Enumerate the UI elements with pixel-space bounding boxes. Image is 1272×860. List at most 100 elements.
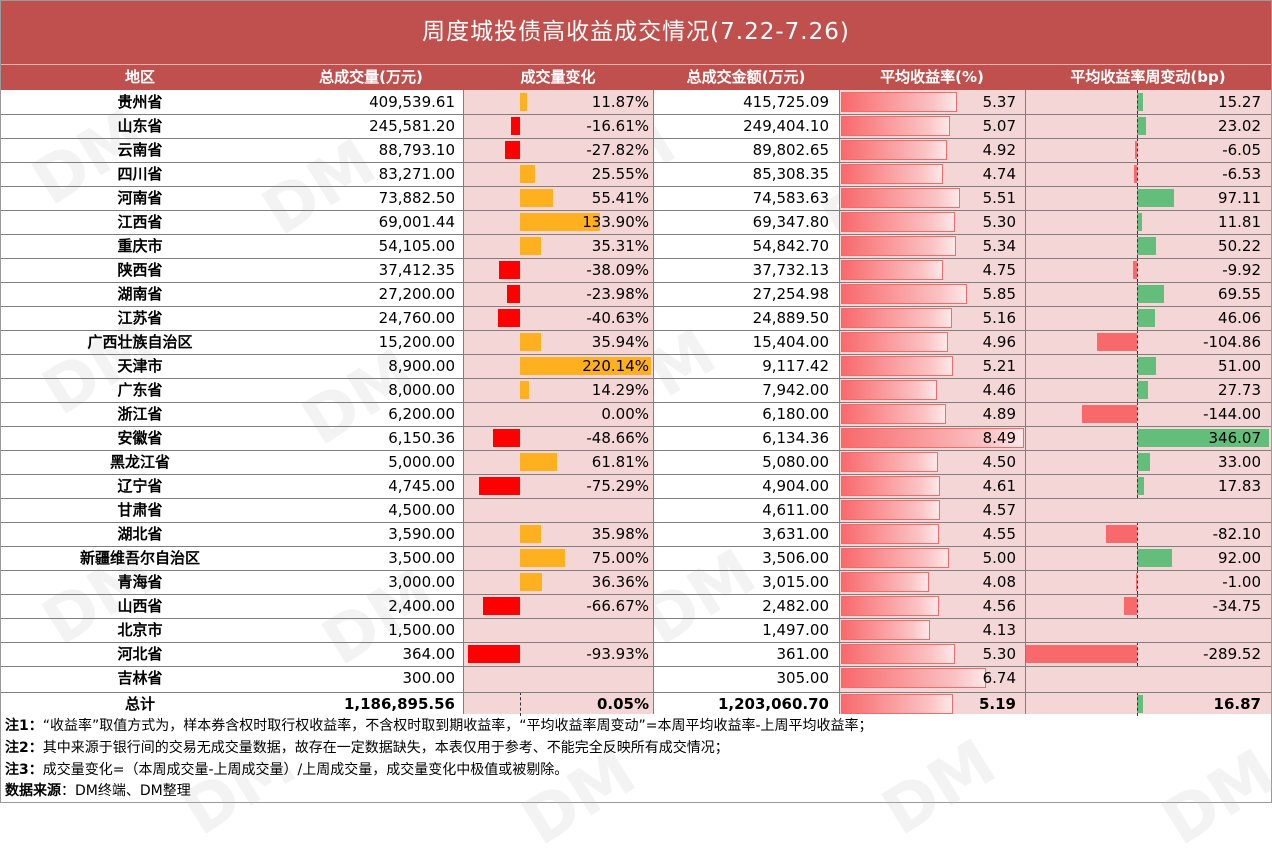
- avg-yield-label: 5.21: [839, 354, 1016, 378]
- yield-weekly-change-label: [1026, 666, 1261, 690]
- amount-cell: 74,583.63: [653, 186, 829, 210]
- notes-section: 注1：“收益率”取值方式为，样本券含权时取行权收益率，不含权时取到期收益率，“平…: [1, 715, 1271, 802]
- amount-cell: 415,725.09: [653, 90, 829, 114]
- note-2-label: 注2：: [5, 740, 43, 756]
- column-divider: [653, 90, 654, 714]
- yield-weekly-change-label: 15.27: [1026, 90, 1261, 114]
- yield-weekly-change-label: 50.22: [1026, 234, 1261, 258]
- row-divider: [1, 234, 1271, 235]
- table-figure: DMDMDMDMDMDMDMDMDMDMDMDMDMDMDMDMDMDMDM 周…: [0, 0, 1272, 803]
- volume-cell: 409,539.61: [279, 90, 455, 114]
- region-cell: 云南省: [1, 138, 279, 162]
- volume-cell: 3,590.00: [279, 522, 455, 546]
- avg-yield-label: 4.08: [839, 570, 1016, 594]
- volume-cell: 3,000.00: [279, 570, 455, 594]
- header-volume: 总成交量(万元): [279, 65, 463, 90]
- region-cell: 江苏省: [1, 306, 279, 330]
- avg-yield-label: 5.00: [839, 546, 1016, 570]
- volume-change-label: [464, 666, 649, 690]
- avg-yield-label: 5.34: [839, 234, 1016, 258]
- amount-cell: 27,254.98: [653, 282, 829, 306]
- yield-weekly-change-label: 23.02: [1026, 114, 1261, 138]
- avg-yield-label: 4.13: [839, 618, 1016, 642]
- row-divider: [1, 306, 1271, 307]
- volume-change-label: -16.61%: [464, 114, 649, 138]
- amount-cell: 3,015.00: [653, 570, 829, 594]
- yield-weekly-change-label: -6.53: [1026, 162, 1261, 186]
- avg-yield-label: 4.89: [839, 402, 1016, 426]
- amount-cell: 2,482.00: [653, 594, 829, 618]
- volume-cell: 1,186,895.56: [279, 692, 455, 716]
- volume-cell: 69,001.44: [279, 210, 455, 234]
- region-cell: 湖北省: [1, 522, 279, 546]
- region-cell: 北京市: [1, 618, 279, 642]
- avg-yield-label: 4.46: [839, 378, 1016, 402]
- amount-cell: 24,889.50: [653, 306, 829, 330]
- avg-yield-label: 6.74: [839, 666, 1016, 690]
- yield-weekly-change-label: -1.00: [1026, 570, 1261, 594]
- volume-cell: 245,581.20: [279, 114, 455, 138]
- amount-cell: 15,404.00: [653, 330, 829, 354]
- region-cell: 广东省: [1, 378, 279, 402]
- row-divider: [1, 426, 1271, 427]
- volume-change-label: -40.63%: [464, 306, 649, 330]
- row-divider: [1, 692, 1271, 693]
- volume-cell: 3,500.00: [279, 546, 455, 570]
- chart-title: 周度城投债高收益成交情况(7.22-7.26): [1, 1, 1271, 64]
- region-cell: 江西省: [1, 210, 279, 234]
- volume-change-label: 0.00%: [464, 402, 649, 426]
- volume-cell: 4,500.00: [279, 498, 455, 522]
- row-divider: [1, 594, 1271, 595]
- amount-cell: 7,942.00: [653, 378, 829, 402]
- row-divider: [1, 546, 1271, 547]
- volume-cell: 2,400.00: [279, 594, 455, 618]
- volume-cell: 15,200.00: [279, 330, 455, 354]
- yield-weekly-change-label: -144.00: [1026, 402, 1261, 426]
- volume-cell: 5,000.00: [279, 450, 455, 474]
- header-yield-weekly-change: 平均收益率周变动(bp): [1025, 65, 1271, 90]
- yield-weekly-change-label: 16.87: [1026, 692, 1261, 716]
- volume-cell: 4,745.00: [279, 474, 455, 498]
- avg-yield-label: 5.30: [839, 642, 1016, 666]
- row-divider: [1, 474, 1271, 475]
- yield-weekly-change-label: 27.73: [1026, 378, 1261, 402]
- volume-change-label: -23.98%: [464, 282, 649, 306]
- header-avg-yield: 平均收益率(%): [839, 65, 1025, 90]
- avg-yield-label: 4.74: [839, 162, 1016, 186]
- row-divider: [1, 570, 1271, 571]
- table-header: 地区 总成交量(万元) 成交量变化 总成交金额(万元) 平均收益率(%) 平均收…: [1, 64, 1271, 90]
- volume-cell: 54,105.00: [279, 234, 455, 258]
- amount-cell: 4,611.00: [653, 498, 829, 522]
- volume-cell: 24,760.00: [279, 306, 455, 330]
- amount-cell: 249,404.10: [653, 114, 829, 138]
- yield-weekly-change-label: 97.11: [1026, 186, 1261, 210]
- amount-cell: 9,117.42: [653, 354, 829, 378]
- volume-change-label: 220.14%: [464, 354, 649, 378]
- avg-yield-label: 5.19: [839, 692, 1016, 716]
- row-divider: [1, 210, 1271, 211]
- row-divider: [1, 114, 1271, 115]
- volume-cell: 6,200.00: [279, 402, 455, 426]
- region-cell: 甘肃省: [1, 498, 279, 522]
- note-1: 注1：“收益率”取值方式为，样本券含权时取行权收益率，不含权时取到期收益率，“平…: [5, 715, 873, 737]
- yield-weekly-change-label: 51.00: [1026, 354, 1261, 378]
- amount-cell: 305.00: [653, 666, 829, 690]
- volume-change-label: 35.94%: [464, 330, 649, 354]
- amount-cell: 54,842.70: [653, 234, 829, 258]
- region-cell: 天津市: [1, 354, 279, 378]
